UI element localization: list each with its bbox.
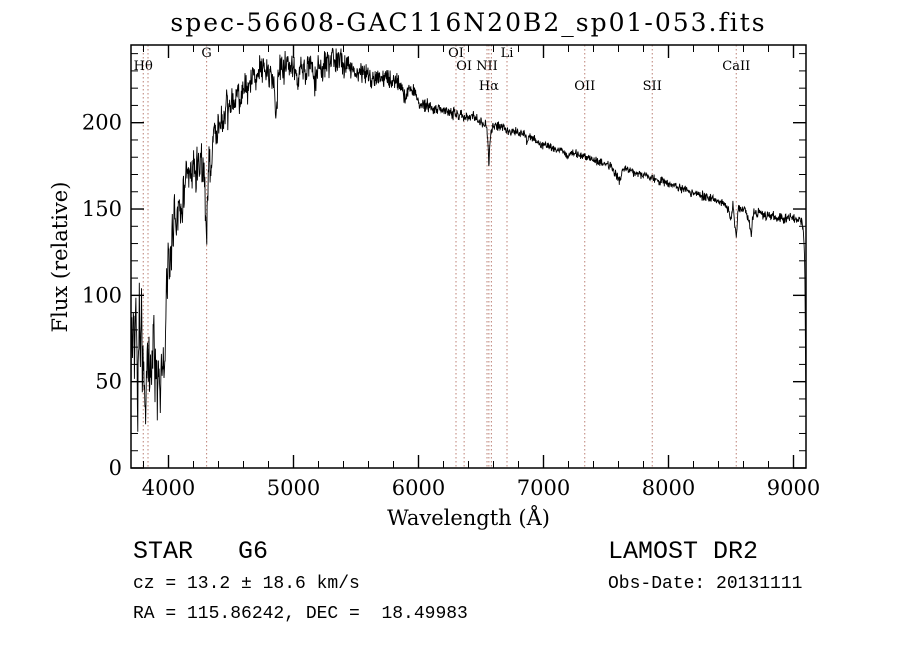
- y-tick-label: 100: [82, 283, 122, 307]
- x-tick-label: 9000: [767, 476, 820, 500]
- coordinates: RA = 115.86242, DEC = 18.49983: [133, 604, 468, 624]
- y-tick-label: 150: [82, 197, 122, 221]
- spectral-line-label: OI: [448, 46, 464, 61]
- cz-value: cz = 13.2 ± 18.6 km/s: [133, 574, 360, 594]
- survey-label: LAMOST DR2: [608, 537, 759, 566]
- y-tick-label: 50: [95, 370, 122, 394]
- x-tick-label: 6000: [392, 476, 445, 500]
- spectrum-trace: [130, 47, 807, 432]
- spectral-line-label: OI: [456, 59, 472, 74]
- spectral-line-label: Li: [501, 46, 514, 61]
- spectral-line-label: G: [201, 46, 211, 61]
- spectral-line-label: SII: [643, 79, 662, 94]
- y-tick-label: 200: [82, 111, 122, 135]
- spectral-line-label: OII: [574, 79, 595, 94]
- figure-title: spec-56608-GAC116N20B2_sp01-053.fits: [170, 8, 767, 37]
- spectral-line-label: CaII: [722, 59, 750, 74]
- obs-date: Obs-Date: 20131111: [608, 574, 803, 594]
- object-class-label: STAR G6: [133, 537, 269, 566]
- x-tick-label: 7000: [517, 476, 570, 500]
- spectral-line-label: Hα: [479, 79, 499, 94]
- y-tick-label: 0: [109, 456, 122, 480]
- spectral-line-label: NII: [476, 59, 498, 74]
- x-tick-label: 4000: [142, 476, 195, 500]
- x-tick-label: 8000: [642, 476, 695, 500]
- spectral-line-label: Hθ: [134, 59, 153, 74]
- x-axis-label: Wavelength (Å): [387, 506, 550, 530]
- x-tick-label: 5000: [267, 476, 320, 500]
